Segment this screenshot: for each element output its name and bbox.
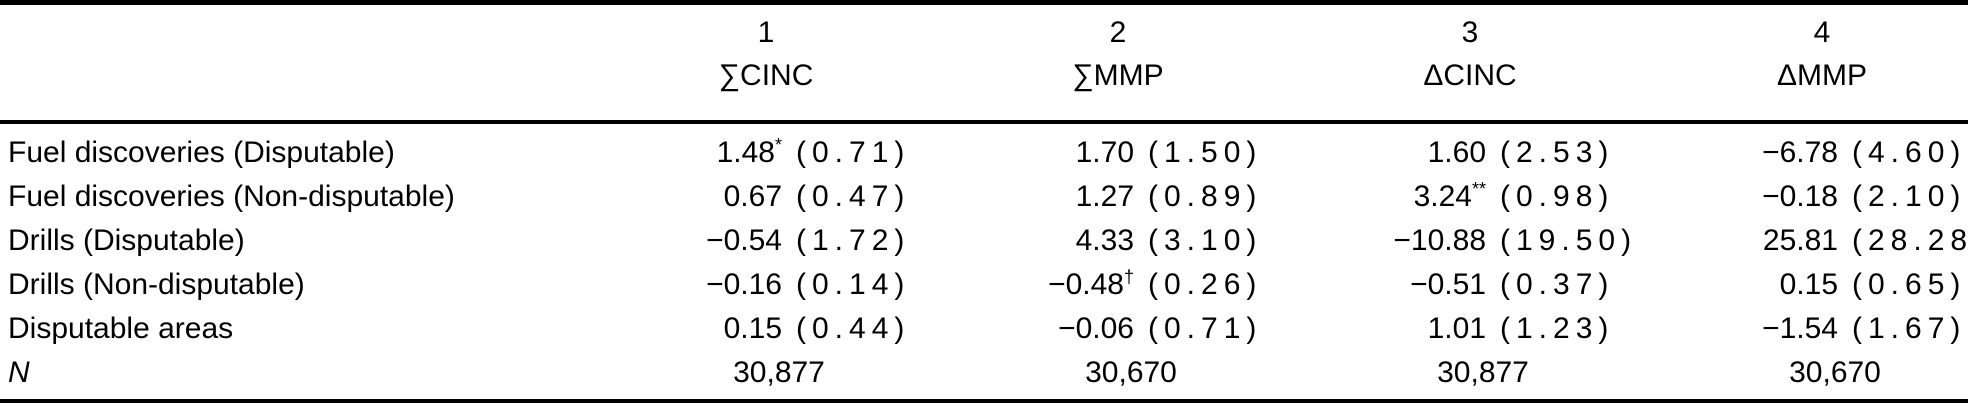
column-label: ΔMMP xyxy=(1776,59,1868,92)
standard-error: (0.89) xyxy=(1148,180,1263,213)
estimate: 25.81 xyxy=(1762,224,1838,257)
column-label: ∑CINC xyxy=(718,59,814,92)
estimate: 4.33 xyxy=(1075,224,1134,257)
estimate: 1.27 xyxy=(1075,180,1134,213)
coefficient-cell: 1.48* (0.71) xyxy=(558,131,910,175)
standard-error: (2.53) xyxy=(1500,136,1615,169)
column-number: 3 xyxy=(1461,16,1479,49)
header-rule xyxy=(0,120,1968,124)
table-row-n: N 30,877 30,670 30,877 30,670 xyxy=(0,351,1968,395)
standard-error: (0.26) xyxy=(1148,268,1263,301)
coefficient-cell: −0.16 (0.14) xyxy=(558,263,910,307)
row-label: Fuel discoveries (Non-disputable) xyxy=(8,180,455,213)
estimate: −0.48† xyxy=(1048,267,1134,301)
coefficient-cell: 0.15 (0.44) xyxy=(558,307,910,351)
column-header-2: 2 ∑MMP xyxy=(942,11,1294,120)
coefficient-cell: −10.88 (19.50) xyxy=(1262,219,1638,263)
row-label: Drills (Non-disputable) xyxy=(8,268,305,301)
estimate: −10.88 xyxy=(1393,224,1486,257)
column-label: ΔCINC xyxy=(1423,59,1517,92)
column-number: 4 xyxy=(1813,16,1831,49)
coefficient-cell: 1.70 (1.50) xyxy=(910,131,1262,175)
standard-error: (0.98) xyxy=(1500,180,1615,213)
table-header-row: 1 ∑CINC 2 ∑MMP 3 ΔCINC 4 ΔMMP xyxy=(0,5,1968,120)
estimate: 1.60 xyxy=(1427,136,1486,169)
sample-size: 30,877 xyxy=(733,356,825,389)
column-header-4: 4 ΔMMP xyxy=(1646,11,1968,120)
column-number: 2 xyxy=(1109,16,1127,49)
coefficient-cell: −0.48† (0.26) xyxy=(910,263,1262,307)
coefficient-cell: 0.15 (0.65) xyxy=(1614,263,1966,307)
top-rule xyxy=(0,0,1968,5)
standard-error: (0.65) xyxy=(1852,268,1967,301)
significance-marker: † xyxy=(1123,267,1134,287)
estimate: −0.51 xyxy=(1410,268,1486,301)
standard-error: (0.71) xyxy=(1148,312,1263,345)
table-row: Drills (Non-disputable) −0.16 (0.14) −0.… xyxy=(0,263,1968,307)
standard-error: (3.10) xyxy=(1148,224,1263,257)
sample-size: 30,877 xyxy=(1437,356,1529,389)
row-label: N xyxy=(8,356,30,389)
column-header-3: 3 ΔCINC xyxy=(1294,11,1646,120)
standard-error: (1.67) xyxy=(1852,312,1967,345)
row-label: Drills (Disputable) xyxy=(8,224,245,257)
coefficient-cell: 3.24** (0.98) xyxy=(1262,175,1614,219)
significance-marker: * xyxy=(774,135,782,155)
estimate: −6.78 xyxy=(1762,136,1838,169)
table-row: Fuel discoveries (Non-disputable) 0.67 (… xyxy=(0,175,1968,219)
column-number: 1 xyxy=(757,16,775,49)
significance-marker: ** xyxy=(1471,179,1486,199)
standard-error: (0.14) xyxy=(796,268,911,301)
estimate: 1.48* xyxy=(716,135,782,169)
header-label-spacer xyxy=(8,11,558,120)
coefficient-cell: −0.18 (2.10) xyxy=(1614,175,1966,219)
standard-error: (0.37) xyxy=(1500,268,1615,301)
coefficient-cell: 1.01 (1.23) xyxy=(1262,307,1614,351)
coefficient-cell: −1.54 (1.67) xyxy=(1614,307,1966,351)
estimate: −0.16 xyxy=(706,268,782,301)
standard-error: (1.50) xyxy=(1148,136,1263,169)
standard-error: (2.10) xyxy=(1852,180,1967,213)
estimate: 3.24** xyxy=(1413,179,1486,213)
standard-error: (0.44) xyxy=(796,312,911,345)
row-label: Fuel discoveries (Disputable) xyxy=(8,136,395,169)
coefficient-cell: 1.60 (2.53) xyxy=(1262,131,1614,175)
standard-error: (1.23) xyxy=(1500,312,1615,345)
table-body: Fuel discoveries (Disputable) 1.48* (0.7… xyxy=(0,124,1968,399)
table-row: Disputable areas 0.15 (0.44) −0.06 (0.71… xyxy=(0,307,1968,351)
bottom-rule xyxy=(0,399,1968,403)
standard-error: (28.28) xyxy=(1852,224,1968,257)
estimate: 1.70 xyxy=(1075,136,1134,169)
row-label: Disputable areas xyxy=(8,312,234,345)
estimate: 0.15 xyxy=(723,312,782,345)
sample-size: 30,670 xyxy=(1789,356,1881,389)
estimate: −0.54 xyxy=(706,224,782,257)
column-header-1: 1 ∑CINC xyxy=(590,11,942,120)
coefficient-cell: 4.33 (3.10) xyxy=(910,219,1262,263)
coefficient-cell: 25.81 (28.28) xyxy=(1614,219,1968,263)
sample-size: 30,670 xyxy=(1085,356,1177,389)
standard-error: (4.60) xyxy=(1852,136,1967,169)
estimate: −1.54 xyxy=(1762,312,1838,345)
estimate: −0.06 xyxy=(1058,312,1134,345)
coefficient-cell: −6.78 (4.60) xyxy=(1614,131,1966,175)
coefficient-cell: 0.67 (0.47) xyxy=(558,175,910,219)
standard-error: (1.72) xyxy=(796,224,911,257)
coefficient-cell: −0.54 (1.72) xyxy=(558,219,910,263)
table-row: Fuel discoveries (Disputable) 1.48* (0.7… xyxy=(0,131,1968,175)
coefficient-cell: −0.06 (0.71) xyxy=(910,307,1262,351)
standard-error: (0.47) xyxy=(796,180,911,213)
standard-error: (19.50) xyxy=(1500,224,1638,257)
estimate: 0.67 xyxy=(723,180,782,213)
table-row: Drills (Disputable) −0.54 (1.72) 4.33 (3… xyxy=(0,219,1968,263)
estimate: 1.01 xyxy=(1427,312,1486,345)
column-label: ∑MMP xyxy=(1072,59,1164,92)
coefficient-cell: 1.27 (0.89) xyxy=(910,175,1262,219)
standard-error: (0.71) xyxy=(796,136,911,169)
coefficient-cell: −0.51 (0.37) xyxy=(1262,263,1614,307)
estimate: 0.15 xyxy=(1779,268,1838,301)
estimate: −0.18 xyxy=(1762,180,1838,213)
